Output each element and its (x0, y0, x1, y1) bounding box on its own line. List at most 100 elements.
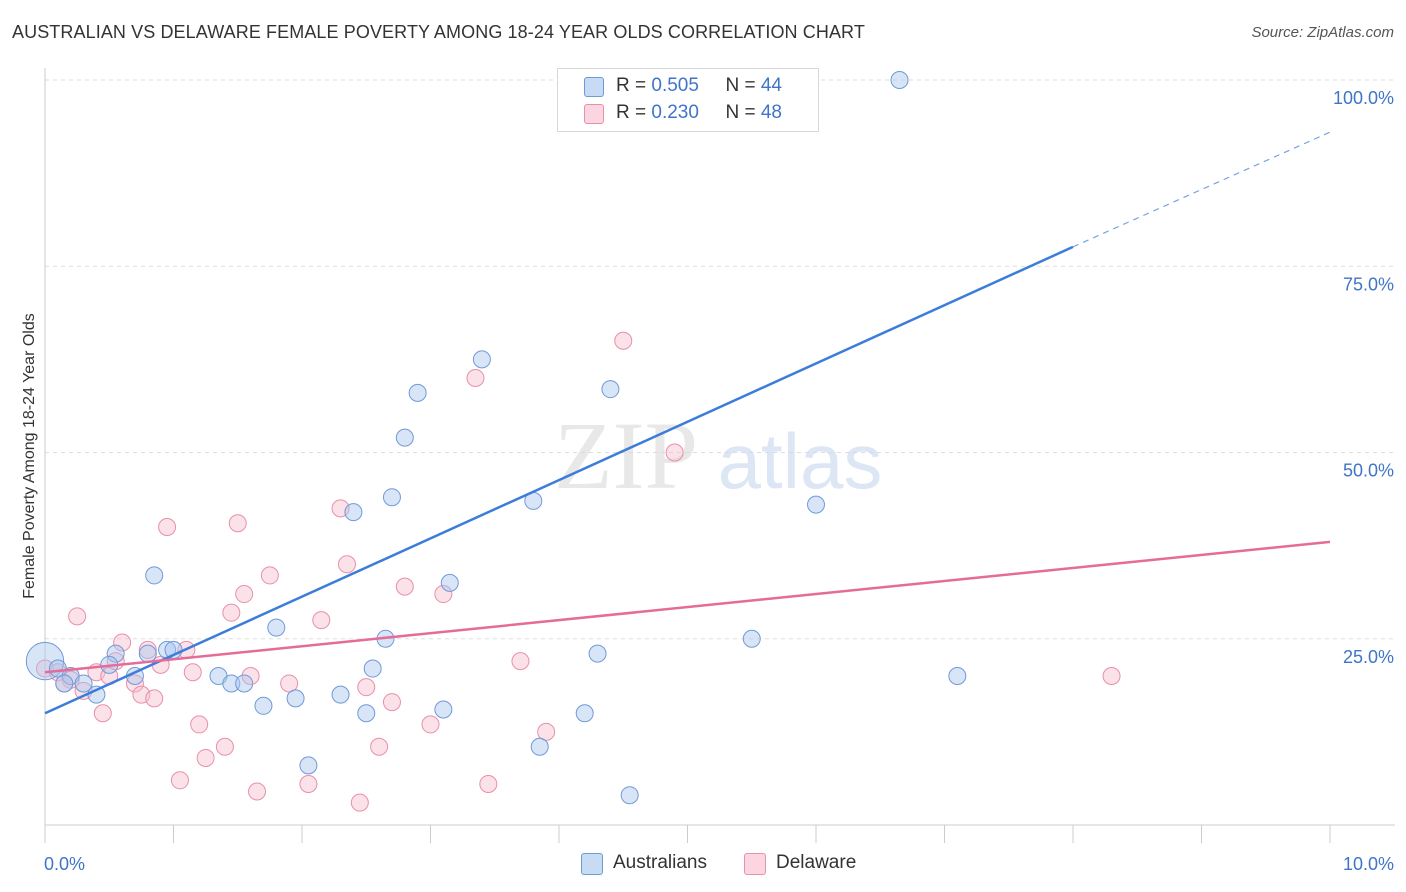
delaware-point (479, 775, 498, 794)
legend-n-value: 44 (760, 75, 782, 96)
bottom-legend-swatch-australians (581, 853, 603, 875)
australians-point (408, 383, 427, 402)
australians-point (145, 566, 164, 585)
australians-point (440, 573, 459, 592)
delaware-point (434, 585, 453, 604)
delaware-point (350, 793, 369, 812)
legend-n-label: N = (725, 102, 761, 123)
y-tick-label: 100.0% (1333, 88, 1394, 108)
australians-point (235, 674, 254, 693)
delaware-point (190, 715, 209, 734)
delaware-point (614, 331, 633, 350)
australians-point (299, 756, 318, 775)
delaware-point (235, 585, 254, 604)
legend-r-value: 0.230 (651, 102, 699, 123)
delaware-point (312, 611, 331, 630)
delaware-point (537, 722, 556, 741)
australians-point (807, 495, 825, 514)
watermark-zip: ZIP (554, 402, 698, 509)
axes (44, 68, 1395, 843)
australians-point (138, 644, 157, 663)
australians-point (948, 667, 967, 685)
delaware-point (93, 704, 112, 723)
delaware-point (183, 663, 202, 682)
delaware-point (68, 607, 87, 626)
trend-extension-australians (1072, 131, 1331, 248)
x-tick-label: 0.0% (44, 854, 85, 874)
legend-n-label: N = (725, 75, 761, 96)
correlation-legend: R = 0.505 N = 44 R = 0.230 N = 48 (557, 68, 819, 132)
australians-point (357, 704, 376, 723)
delaware-point (228, 514, 247, 533)
watermark: ZIP atlas (554, 402, 882, 509)
delaware-point (241, 667, 260, 685)
y-tick-label: 25.0% (1343, 647, 1394, 667)
delaware-point (511, 652, 530, 671)
bottom-legend-swatch-delaware (744, 853, 766, 875)
delaware-point (125, 674, 144, 693)
australians-point (363, 659, 382, 678)
australians-point (254, 696, 273, 715)
delaware-point (466, 369, 485, 387)
delaware-point (138, 640, 157, 659)
y-tick-label: 50.0% (1343, 461, 1394, 481)
australians-point (286, 689, 305, 708)
trend-lines (44, 131, 1331, 715)
tick-labels: 25.0% 50.0% 75.0% 100.0% 0.0% 10.0% (44, 88, 1394, 874)
australians-point (395, 428, 414, 447)
australians-point (588, 644, 607, 663)
source-credit: Source: ZipAtlas.com (1251, 24, 1394, 41)
delaware-point (357, 678, 376, 697)
delaware-point (665, 443, 684, 462)
chart-title: AUSTRALIAN VS DELAWARE FEMALE POVERTY AM… (12, 22, 865, 42)
delaware-point (370, 737, 389, 756)
delaware-points (36, 331, 1121, 812)
delaware-point (280, 674, 299, 693)
australians-point (331, 685, 350, 704)
legend-r-label: R = (616, 75, 652, 96)
x-tick-label: 10.0% (1343, 854, 1394, 874)
delaware-point (299, 775, 318, 794)
delaware-point (395, 577, 414, 596)
delaware-point (113, 633, 132, 652)
australians-point (344, 503, 363, 522)
delaware-point (145, 689, 164, 708)
bottom-legend-label-delaware: Delaware (776, 852, 857, 873)
delaware-point (337, 555, 356, 574)
australians-point (74, 674, 93, 693)
legend-r-value: 0.505 (651, 75, 699, 96)
australians-point (601, 380, 620, 399)
legend-swatch-delaware (584, 104, 604, 124)
bottom-legend-label-australians: Australians (613, 852, 707, 873)
australians-point (106, 644, 125, 663)
trend-line-delaware (44, 540, 1331, 674)
australians-point (742, 629, 761, 648)
australians-point (620, 786, 639, 805)
australians-point (382, 488, 401, 507)
australians-point (222, 674, 241, 693)
australians-point (472, 350, 491, 369)
delaware-point (170, 771, 189, 790)
australians-point (890, 71, 909, 89)
delaware-point (382, 693, 401, 712)
australians-point (575, 704, 594, 723)
y-tick-label: 75.0% (1343, 274, 1394, 294)
delaware-point (215, 737, 234, 756)
australians-point (267, 618, 286, 637)
australians-point (530, 737, 549, 756)
delaware-point (196, 748, 215, 767)
watermark-atlas: atlas (718, 417, 883, 505)
delaware-point (158, 518, 177, 536)
legend-swatch-australians (584, 77, 604, 97)
australians-point (434, 700, 453, 719)
legend-r-label: R = (616, 102, 652, 123)
trend-line-australians (44, 245, 1074, 715)
delaware-point (421, 715, 440, 734)
australians-point (55, 674, 74, 693)
delaware-point (248, 782, 267, 801)
delaware-point (1102, 667, 1121, 685)
legend-n-value: 48 (760, 102, 782, 123)
delaware-point (222, 603, 241, 622)
delaware-point (260, 566, 279, 585)
